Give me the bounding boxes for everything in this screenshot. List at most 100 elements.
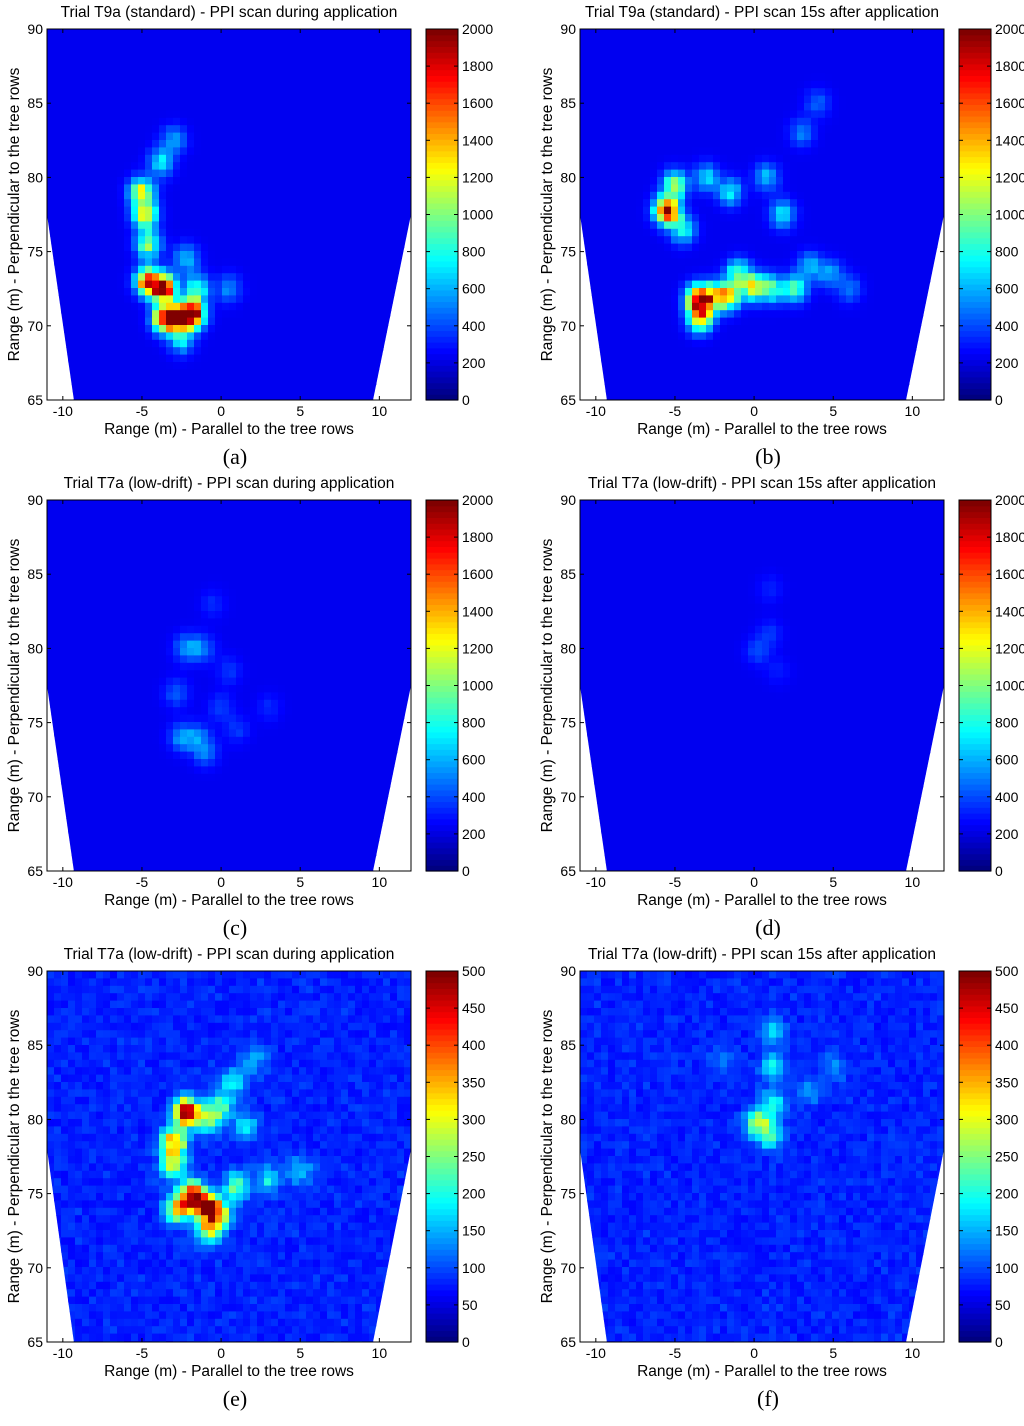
heatmap-cell — [208, 88, 216, 97]
heatmap-cell — [257, 177, 265, 185]
heatmap-cell — [390, 391, 398, 400]
heatmap-cell — [755, 347, 763, 356]
heatmap-cell — [685, 177, 693, 185]
heatmap-cell — [650, 317, 658, 326]
heatmap-cell — [292, 169, 300, 178]
heatmap-cell — [306, 73, 314, 82]
heatmap-cell — [96, 332, 104, 341]
heatmap-cell — [355, 110, 363, 119]
heatmap-cell — [811, 317, 819, 326]
heatmap-cell — [355, 58, 363, 67]
heatmap-cell — [832, 80, 840, 89]
heatmap-cell — [860, 362, 868, 370]
heatmap-cell — [82, 191, 90, 200]
heatmap-cell — [685, 325, 693, 333]
heatmap-cell — [124, 317, 132, 326]
heatmap-cell — [229, 73, 237, 82]
heatmap-cell — [362, 58, 370, 67]
heatmap-cell — [173, 140, 181, 148]
heatmap-cell — [208, 265, 216, 274]
heatmap-cell — [320, 169, 328, 178]
heatmap-cell — [692, 73, 700, 82]
heatmap-cell — [96, 147, 104, 156]
heatmap-cell — [250, 391, 258, 400]
heatmap-cell — [243, 154, 251, 163]
heatmap-cell — [236, 140, 244, 148]
heatmap-cell — [243, 317, 251, 326]
heatmap-cell — [678, 199, 686, 208]
heatmap-cell — [839, 147, 847, 156]
heatmap-cell — [706, 88, 714, 97]
heatmap-cell — [615, 280, 623, 289]
heatmap-cell — [341, 140, 349, 148]
heatmap-cell — [874, 376, 882, 385]
heatmap-cell — [601, 29, 609, 37]
heatmap-cell — [741, 140, 749, 148]
heatmap-cell — [229, 384, 237, 393]
heatmap-cell — [692, 354, 700, 363]
heatmap-cell — [138, 273, 146, 282]
heatmap-cell — [138, 206, 146, 215]
heatmap-cell — [229, 221, 237, 230]
heatmap-cell — [650, 191, 658, 200]
heatmap-cell — [61, 265, 69, 274]
heatmap-cell — [320, 58, 328, 67]
heatmap-cell — [755, 325, 763, 333]
heatmap-cell — [727, 199, 735, 208]
heatmap-cell — [762, 354, 770, 363]
heatmap-cell — [229, 236, 237, 245]
colorbar-swatch — [426, 226, 458, 233]
heatmap-cell — [650, 147, 658, 156]
heatmap-cell — [173, 332, 181, 341]
heatmap-cell — [853, 36, 861, 45]
heatmap-cell — [867, 265, 875, 274]
heatmap-cell — [699, 228, 707, 237]
colorbar-swatch — [426, 69, 458, 76]
heatmap-cell — [678, 36, 686, 45]
heatmap-cell — [131, 339, 139, 348]
heatmap-cell — [68, 95, 76, 104]
heatmap-cell — [96, 236, 104, 245]
heatmap-cell — [615, 265, 623, 274]
heatmap-cell — [180, 36, 188, 45]
heatmap-cell — [313, 140, 321, 148]
heatmap-cell — [369, 376, 377, 385]
heatmap-cell — [671, 110, 679, 119]
heatmap-cell — [285, 191, 293, 200]
heatmap-cell — [124, 184, 132, 193]
heatmap-cell — [159, 273, 167, 282]
heatmap-cell — [236, 362, 244, 370]
heatmap-cell — [776, 184, 784, 193]
heatmap-cell — [769, 110, 777, 119]
heatmap-cell — [61, 295, 69, 304]
heatmap-cell — [383, 206, 391, 215]
heatmap-cell — [643, 243, 651, 252]
heatmap-cell — [797, 58, 805, 67]
heatmap-cell — [362, 177, 370, 185]
heatmap-cell — [594, 199, 602, 208]
heatmap-cell — [818, 73, 826, 82]
heatmap-cell — [748, 280, 756, 289]
heatmap-cell — [825, 154, 833, 163]
heatmap-cell — [299, 280, 307, 289]
heatmap-cell — [839, 110, 847, 119]
heatmap-cell — [580, 132, 588, 141]
heatmap-cell — [587, 169, 595, 178]
heatmap-cell — [187, 384, 195, 393]
heatmap-cell — [131, 295, 139, 304]
heatmap-cell — [629, 140, 637, 148]
heatmap-cell — [671, 258, 679, 267]
heatmap-cell — [110, 273, 118, 282]
heatmap-cell — [580, 332, 588, 341]
heatmap-cell — [117, 295, 125, 304]
heatmap-cell — [846, 347, 854, 356]
heatmap-cell — [622, 325, 630, 333]
heatmap-cell — [636, 332, 644, 341]
heatmap-cell — [152, 132, 160, 141]
heatmap-cell — [299, 58, 307, 67]
heatmap-cell — [748, 214, 756, 222]
heatmap-cell — [664, 317, 672, 326]
heatmap-cell — [320, 332, 328, 341]
heatmap-cell — [397, 288, 405, 296]
heatmap-cell — [369, 221, 377, 230]
